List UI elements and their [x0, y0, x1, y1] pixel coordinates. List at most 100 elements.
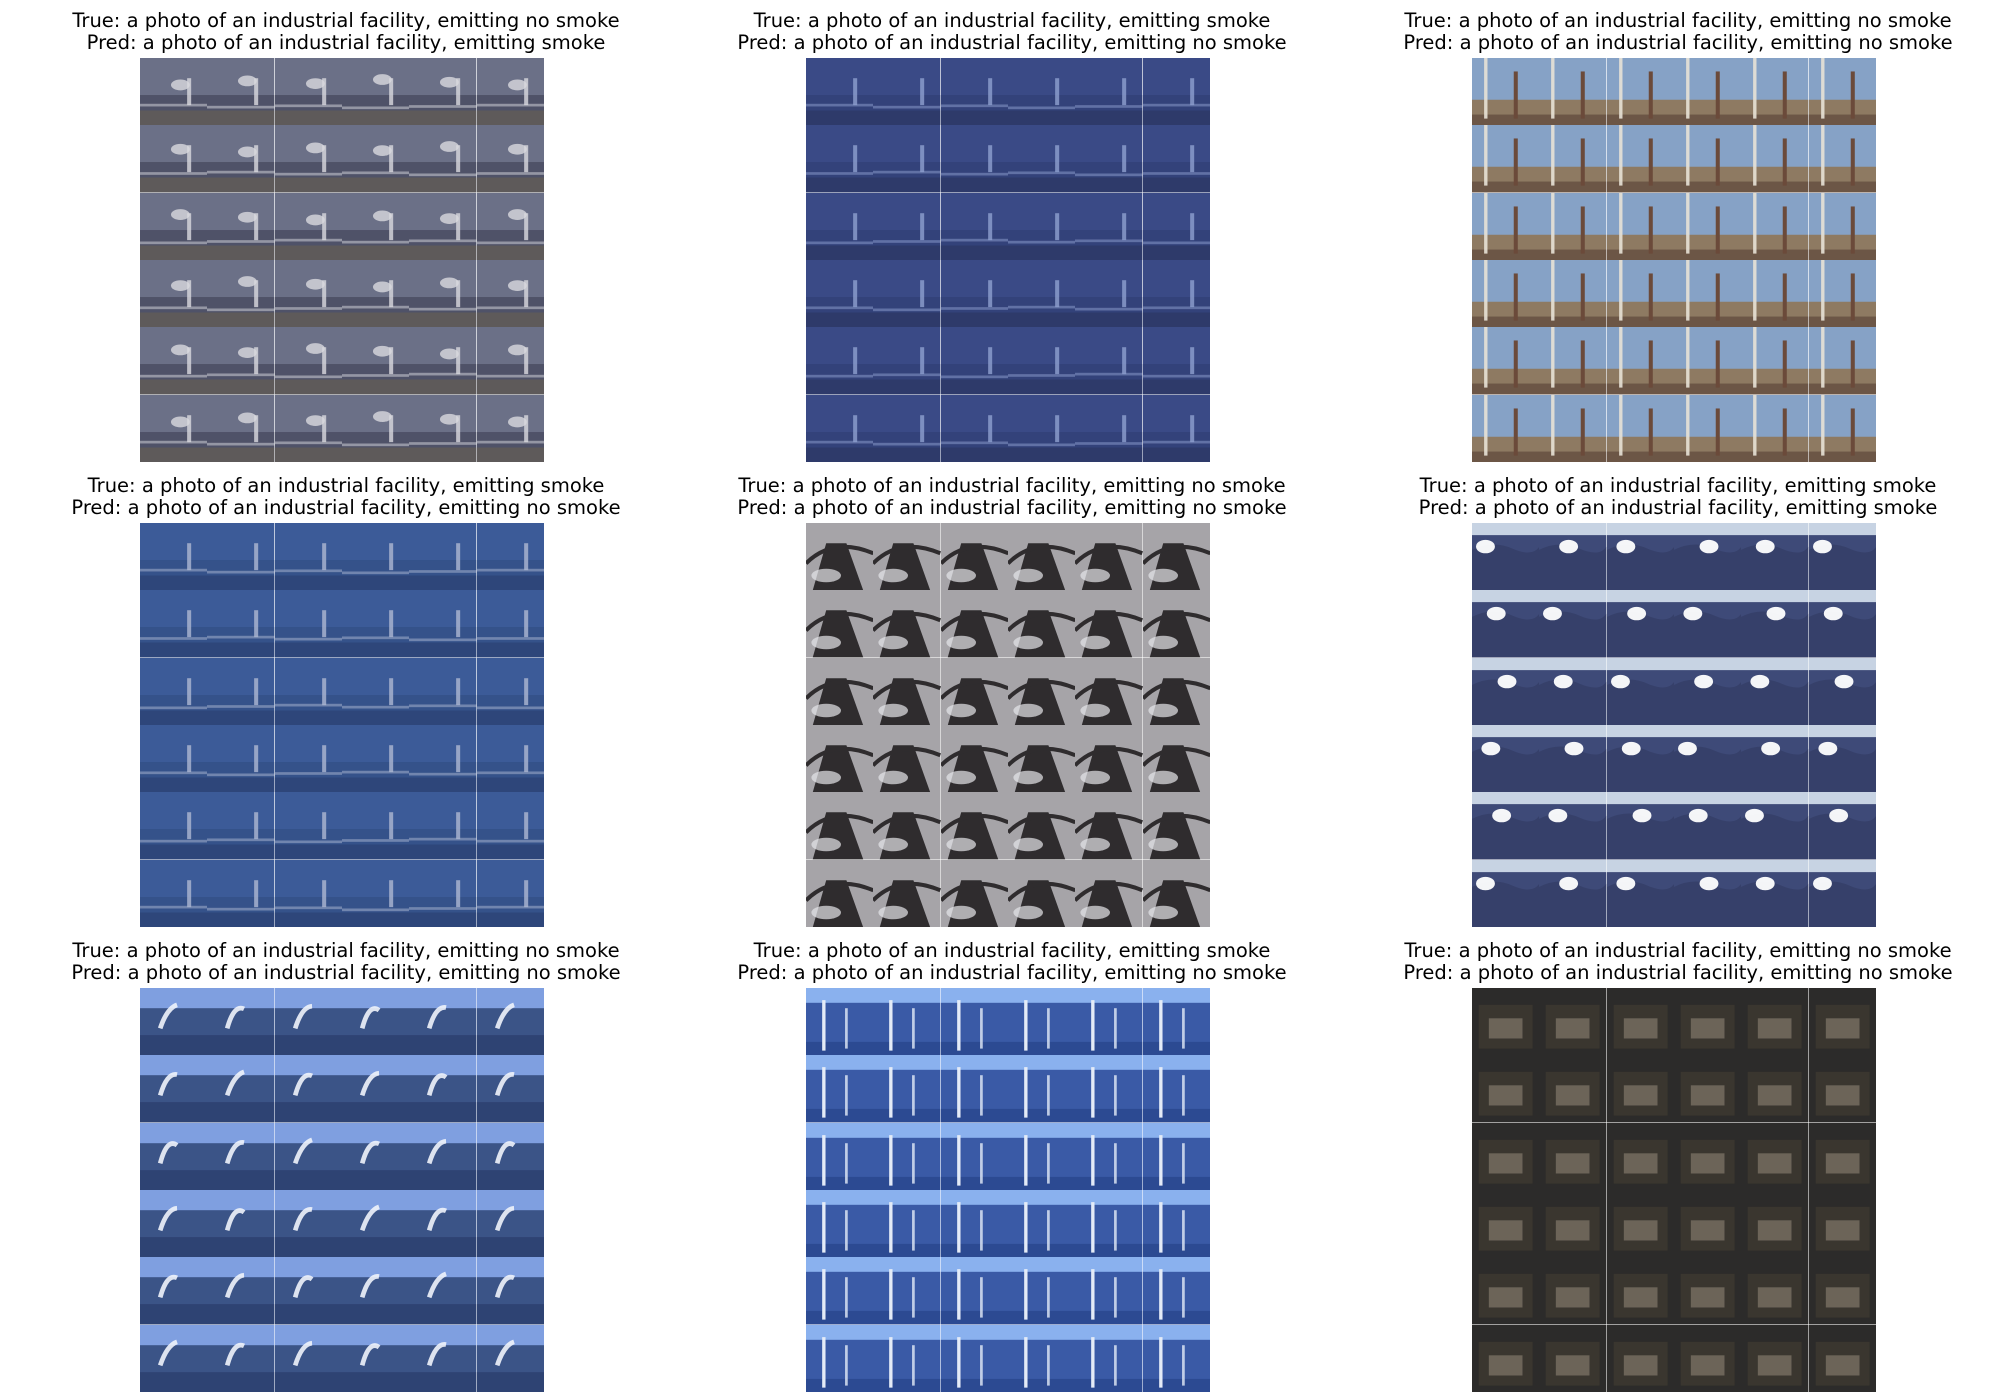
image-tile: [1741, 523, 1809, 591]
image-tile: [207, 260, 275, 328]
image-tile: [1142, 725, 1210, 793]
image-tile: [1472, 657, 1540, 725]
pred-label: Pred: a photo of an industrial facility,…: [1403, 31, 1953, 54]
tile-image: [940, 58, 1008, 126]
tile-image: [873, 792, 941, 860]
image-tile: [342, 590, 410, 658]
image-tile: [476, 590, 544, 658]
tile-image: [940, 1257, 1008, 1325]
panel-title: True: a photo of an industrial facility,…: [1378, 940, 1978, 984]
image-tile: [873, 590, 941, 658]
image-tile: [274, 394, 342, 462]
tile-image: [1606, 859, 1674, 927]
image-tile: [274, 725, 342, 793]
tile-image: [1539, 260, 1607, 328]
tile-image: [940, 859, 1008, 927]
tile-image: [940, 988, 1008, 1056]
image-tile: [940, 327, 1008, 395]
tile-image: [873, 260, 941, 328]
image-tile: [1472, 1122, 1540, 1190]
panel: True: a photo of an industrial facility,…: [1378, 10, 1978, 470]
image-tile: [1008, 58, 1076, 126]
image-tile: [1808, 327, 1876, 395]
panel: True: a photo of an industrial facility,…: [712, 10, 1312, 470]
tile-image: [409, 523, 477, 591]
image-tile: [1539, 988, 1607, 1056]
image-tile: [409, 327, 477, 395]
panel-title: True: a photo of an industrial facility,…: [712, 940, 1312, 984]
tile-image: [940, 327, 1008, 395]
tile-image: [140, 125, 208, 193]
image-tile: [806, 988, 874, 1056]
image-tile: [1472, 859, 1540, 927]
tile-image: [409, 859, 477, 927]
image-tile: [274, 1190, 342, 1258]
image-tile: [409, 1122, 477, 1190]
image-tile: [140, 327, 208, 395]
tile-image: [207, 1055, 275, 1123]
image-tile: [940, 1257, 1008, 1325]
image-tile: [1142, 58, 1210, 126]
image-tile: [1008, 327, 1076, 395]
tile-image: [1075, 192, 1143, 260]
image-tile: [140, 58, 208, 126]
tile-image: [873, 657, 941, 725]
image-tile: [274, 192, 342, 260]
image-tile: [274, 859, 342, 927]
tile-image: [1539, 792, 1607, 860]
image-tile: [1539, 125, 1607, 193]
tile-image: [1539, 859, 1607, 927]
image-tile: [1808, 1122, 1876, 1190]
tile-image: [1472, 859, 1540, 927]
image-tile: [342, 1055, 410, 1123]
panel-title: True: a photo of an industrial facility,…: [712, 10, 1312, 54]
image-tile: [806, 1122, 874, 1190]
image-tile: [1472, 394, 1540, 462]
image-tile: [873, 192, 941, 260]
image-tile: [1142, 1324, 1210, 1392]
tile-image: [476, 327, 544, 395]
tile-image: [1808, 657, 1876, 725]
tile-image: [1674, 1324, 1742, 1392]
image-tile: [1808, 725, 1876, 793]
tile-image: [1674, 260, 1742, 328]
tile-image: [1142, 1122, 1210, 1190]
image-tile: [1808, 58, 1876, 126]
tile-image: [476, 523, 544, 591]
image-tile: [806, 394, 874, 462]
true-label: True: a photo of an industrial facility,…: [87, 474, 605, 497]
tile-image: [1606, 260, 1674, 328]
tile-image: [1539, 58, 1607, 126]
tile-image: [1808, 192, 1876, 260]
image-tile: [1674, 327, 1742, 395]
tile-image: [1539, 523, 1607, 591]
image-tile: [1741, 590, 1809, 658]
image-tile: [1075, 792, 1143, 860]
image-tile: [140, 988, 208, 1056]
tile-image: [207, 1122, 275, 1190]
image-tile: [1741, 394, 1809, 462]
image-tile: [207, 1122, 275, 1190]
image-tile: [1539, 1190, 1607, 1258]
tile-image: [1008, 1055, 1076, 1123]
tile-image: [940, 1190, 1008, 1258]
true-label: True: a photo of an industrial facility,…: [1404, 9, 1952, 32]
tile-image: [1472, 260, 1540, 328]
tile-image: [1674, 792, 1742, 860]
tile-image: [1008, 725, 1076, 793]
tile-image: [1075, 725, 1143, 793]
tile-image: [1075, 1122, 1143, 1190]
panel-title: True: a photo of an industrial facility,…: [46, 10, 646, 54]
image-tile: [140, 1055, 208, 1123]
image-tile: [806, 523, 874, 591]
image-tile: [1539, 590, 1607, 658]
tile-image: [207, 859, 275, 927]
tile-image: [1142, 725, 1210, 793]
tile-image: [806, 125, 874, 193]
tile-image: [1142, 394, 1210, 462]
image-tile: [1075, 590, 1143, 658]
tile-image: [1142, 859, 1210, 927]
tile-image: [1075, 1257, 1143, 1325]
image-tile: [1472, 192, 1540, 260]
image-tile: [1808, 792, 1876, 860]
